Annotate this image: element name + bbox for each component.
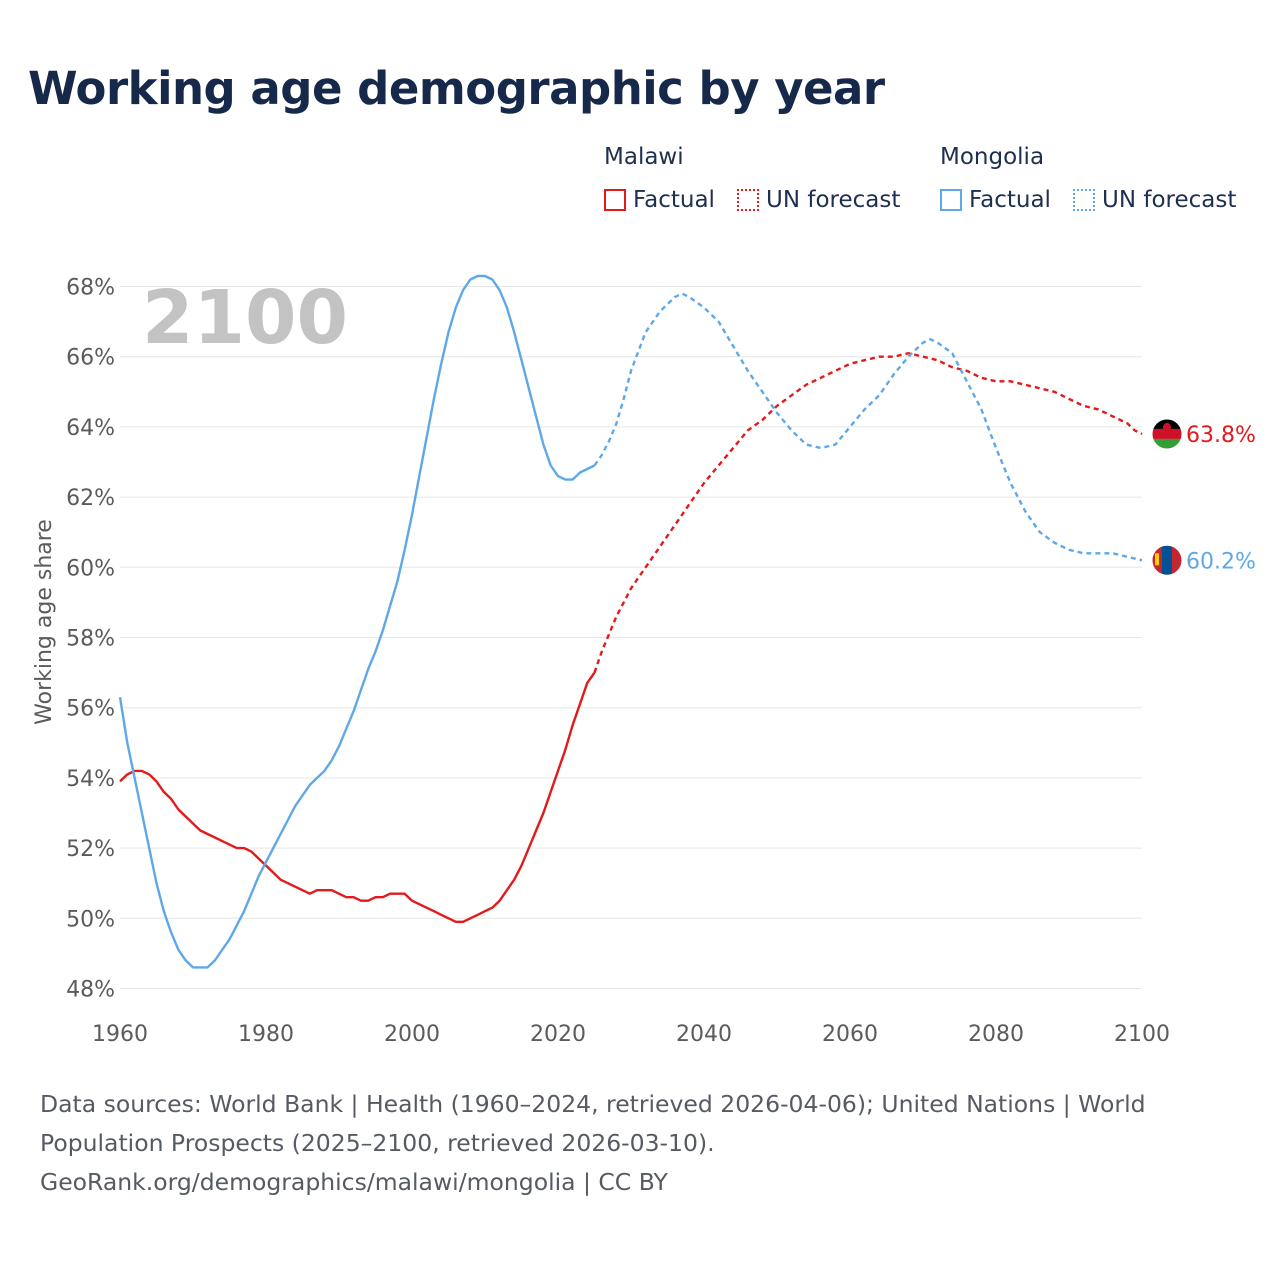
x-tick-label: 2020 bbox=[530, 1022, 586, 1047]
chart-title: Working age demographic by year bbox=[28, 62, 885, 115]
y-tick-label: 62% bbox=[66, 486, 115, 511]
flag-ring bbox=[1151, 544, 1183, 576]
legend-malawi-forecast[interactable]: UN forecast bbox=[737, 185, 900, 215]
x-tick-label: 2060 bbox=[822, 1022, 878, 1047]
y-tick-label: 54% bbox=[66, 767, 115, 792]
legend-mongolia-forecast[interactable]: UN forecast bbox=[1073, 185, 1236, 215]
legend-group-malawi: Malawi bbox=[604, 144, 684, 170]
mongolia-end-label: 60.2% bbox=[1186, 549, 1256, 574]
y-tick-label: 56% bbox=[66, 697, 115, 722]
mongolia-factual-line bbox=[118, 274, 596, 969]
legend-label: UN forecast bbox=[766, 187, 901, 213]
y-tick-label: 58% bbox=[66, 627, 115, 652]
x-tick-label: 2080 bbox=[968, 1022, 1024, 1047]
y-tick-label: 60% bbox=[66, 556, 115, 581]
malawi-forecast-line bbox=[593, 351, 1143, 673]
mongolia-forecast-line bbox=[593, 292, 1143, 562]
x-tick-label: 1980 bbox=[238, 1022, 294, 1047]
credit-line: GeoRank.org/demographics/malawi/mongolia… bbox=[40, 1168, 668, 1196]
malawi-flag bbox=[1152, 418, 1182, 449]
malawi-end-label: 63.8% bbox=[1186, 423, 1256, 448]
footer: Data sources: World Bank | Health (1960–… bbox=[40, 1085, 1220, 1202]
legend-label: Factual bbox=[969, 187, 1051, 213]
legend-malawi-factual[interactable]: Factual bbox=[604, 185, 715, 215]
y-tick-label: 68% bbox=[66, 276, 115, 301]
x-tick-label: 2100 bbox=[1114, 1022, 1170, 1047]
data-sources: Data sources: World Bank | Health (1960–… bbox=[40, 1090, 1146, 1157]
legend-label: UN forecast bbox=[1102, 187, 1237, 213]
y-tick-label: 52% bbox=[66, 837, 115, 862]
flag-ring bbox=[1151, 418, 1183, 450]
legend-group-mongolia: Mongolia bbox=[940, 144, 1045, 170]
y-tick-label: 64% bbox=[66, 416, 115, 441]
line-chart: 48% 50% 52% 54% 56% 58% 60% 62% 64% 66% 68% 1960 198… bbox=[32, 274, 1256, 1047]
x-tick-label: 2040 bbox=[676, 1022, 732, 1047]
y-tick-label: 50% bbox=[66, 907, 115, 932]
y-axis-label: Working age share bbox=[32, 519, 57, 725]
legend-swatch-solid bbox=[940, 189, 962, 211]
x-tick-label: 1960 bbox=[92, 1022, 148, 1047]
y-tick-label: 48% bbox=[66, 977, 115, 1002]
malawi-factual-line bbox=[119, 671, 596, 923]
legend-swatch-solid bbox=[604, 189, 626, 211]
y-tick-label: 66% bbox=[66, 346, 115, 371]
x-tick-label: 2000 bbox=[384, 1022, 440, 1047]
year-label: 2100 bbox=[142, 275, 348, 361]
legend-label: Factual bbox=[633, 187, 715, 213]
mongolia-flag bbox=[1152, 545, 1182, 576]
legend-mongolia-factual[interactable]: Factual bbox=[940, 185, 1051, 215]
legend-swatch-dotted bbox=[1073, 189, 1095, 211]
legend-swatch-dotted bbox=[737, 189, 759, 211]
